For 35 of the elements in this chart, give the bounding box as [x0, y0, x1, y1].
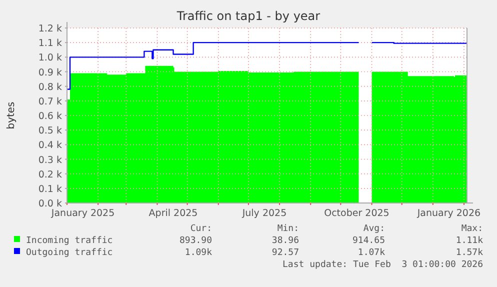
- y-tick-label: 1.2 k: [38, 24, 62, 34]
- text: Max:: [461, 224, 483, 234]
- x-tick-label: January 2026: [416, 208, 481, 219]
- text: 1.09k: [184, 248, 213, 258]
- y-tick-label: 0.5 k: [38, 126, 62, 137]
- y-tick-label: 0.4 k: [38, 140, 62, 152]
- y-tick-label: 0.2 k: [38, 169, 62, 180]
- y-tick-label: 0.3 k: [38, 154, 62, 166]
- text: 92.57: [272, 248, 299, 258]
- legend-label: Incoming traffic: [26, 236, 113, 246]
- text: Last update: Tue Feb 3 01:00:00 2026: [282, 260, 483, 270]
- text: 1.57k: [456, 248, 484, 258]
- y-tick-label: 1.0 k: [38, 52, 62, 64]
- y-tick-label: 0.6 k: [38, 111, 62, 122]
- text: 38.96: [272, 236, 299, 246]
- y-tick-label: 0.9 k: [38, 67, 62, 78]
- y-tick-label: 0.1 k: [38, 184, 62, 195]
- chart-title: Traffic on tap1 - by year: [176, 9, 320, 23]
- x-tick-label: April 2025: [148, 208, 198, 219]
- text: Cur:: [190, 224, 212, 234]
- x-tick-label: January 2025: [50, 208, 115, 219]
- y-tick-label: 0.0 k: [38, 198, 62, 210]
- y-axis-title: bytes: [6, 102, 17, 130]
- text: 893.90: [179, 236, 212, 246]
- text: 1.11k: [456, 236, 484, 246]
- y-tick-label: 0.7 k: [38, 96, 62, 108]
- x-tick-label: October 2025: [324, 208, 390, 219]
- text: 1.07k: [358, 248, 386, 258]
- text: Avg:: [363, 224, 385, 234]
- y-tick-label: 1.1 k: [38, 38, 62, 50]
- text: Min:: [277, 224, 299, 234]
- x-tick-label: July 2025: [241, 208, 287, 219]
- legend-label: Outgoing traffic: [26, 248, 113, 258]
- y-tick-label: 0.8 k: [38, 82, 62, 93]
- text: 914.65: [352, 236, 385, 246]
